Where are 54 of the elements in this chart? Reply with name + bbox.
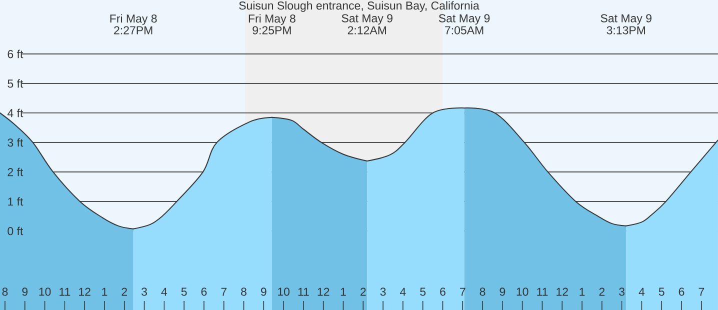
x-tick-label: 2 <box>122 288 127 296</box>
x-tick-label: 6 <box>678 288 684 296</box>
annotation: 2:12AM <box>348 26 386 34</box>
x-tick-label: 6 <box>201 288 207 296</box>
x-tick-label: 10 <box>516 288 528 296</box>
x-tick-label: 12 <box>318 288 330 296</box>
y-tick-label: 1 ft <box>8 197 24 206</box>
x-tick-label: 8 <box>2 288 8 296</box>
x-tick-label: 8 <box>480 288 486 296</box>
x-tick-label: 1 <box>340 288 346 296</box>
x-tick-label: 5 <box>181 288 187 296</box>
annotation: Fri May 8 <box>110 14 157 25</box>
x-tick-label: 7 <box>698 288 704 296</box>
x-tick-label: 12 <box>556 288 568 296</box>
x-tick-label: 10 <box>278 288 290 296</box>
x-tick-label: 7 <box>460 288 466 296</box>
x-tick-label: 3 <box>619 288 625 296</box>
x-tick-label: 9 <box>22 288 28 296</box>
x-tick-label: 4 <box>161 288 168 296</box>
x-tick-label: 5 <box>420 288 426 296</box>
annotation: 9:25PM <box>252 26 291 34</box>
x-tick-label: 4 <box>400 288 406 296</box>
x-tick-label: 8 <box>241 288 246 296</box>
annotation: Sat May 9 <box>600 14 652 25</box>
x-tick-label: 11 <box>298 288 309 296</box>
annotation: 2:27PM <box>114 26 152 34</box>
annotation: Sat May 9 <box>438 14 490 25</box>
y-tick-label: 2 ft <box>8 168 24 176</box>
x-tick-label: 10 <box>39 288 51 296</box>
x-tick-label: 3 <box>380 288 386 296</box>
x-tick-label: 3 <box>142 288 147 296</box>
x-tick-label: 1 <box>102 288 108 296</box>
x-tick-label: 7 <box>221 288 226 296</box>
chart-title: Suisun Slough entrance, Suisun Bay, California <box>239 1 480 12</box>
y-tick-label: 5 ft <box>8 79 24 88</box>
y-tick-label: 3 ft <box>8 138 24 147</box>
x-tick-label: 4 <box>638 288 645 296</box>
x-tick-label: 11 <box>537 288 548 296</box>
annotation: 3:13PM <box>606 26 645 34</box>
y-tick-label: 0 ft <box>8 226 24 236</box>
annotation: Fri May 8 <box>248 14 296 25</box>
x-tick-label: 9 <box>260 288 266 296</box>
annotation: Sat May 9 <box>342 14 392 25</box>
x-tick-label: 9 <box>500 288 506 296</box>
x-tick-label: 2 <box>599 288 605 296</box>
x-tick-label: 6 <box>440 288 446 296</box>
x-tick-label: 2 <box>360 288 366 296</box>
x-tick-label: 11 <box>60 288 70 296</box>
y-tick-label: 4 ft <box>7 108 24 118</box>
x-tick-label: 12 <box>79 288 90 296</box>
x-tick-label: 5 <box>658 288 664 296</box>
y-tick-label: 6 ft <box>8 50 24 58</box>
x-tick-label: 1 <box>580 288 585 296</box>
annotation: 7:05AM <box>445 26 484 34</box>
